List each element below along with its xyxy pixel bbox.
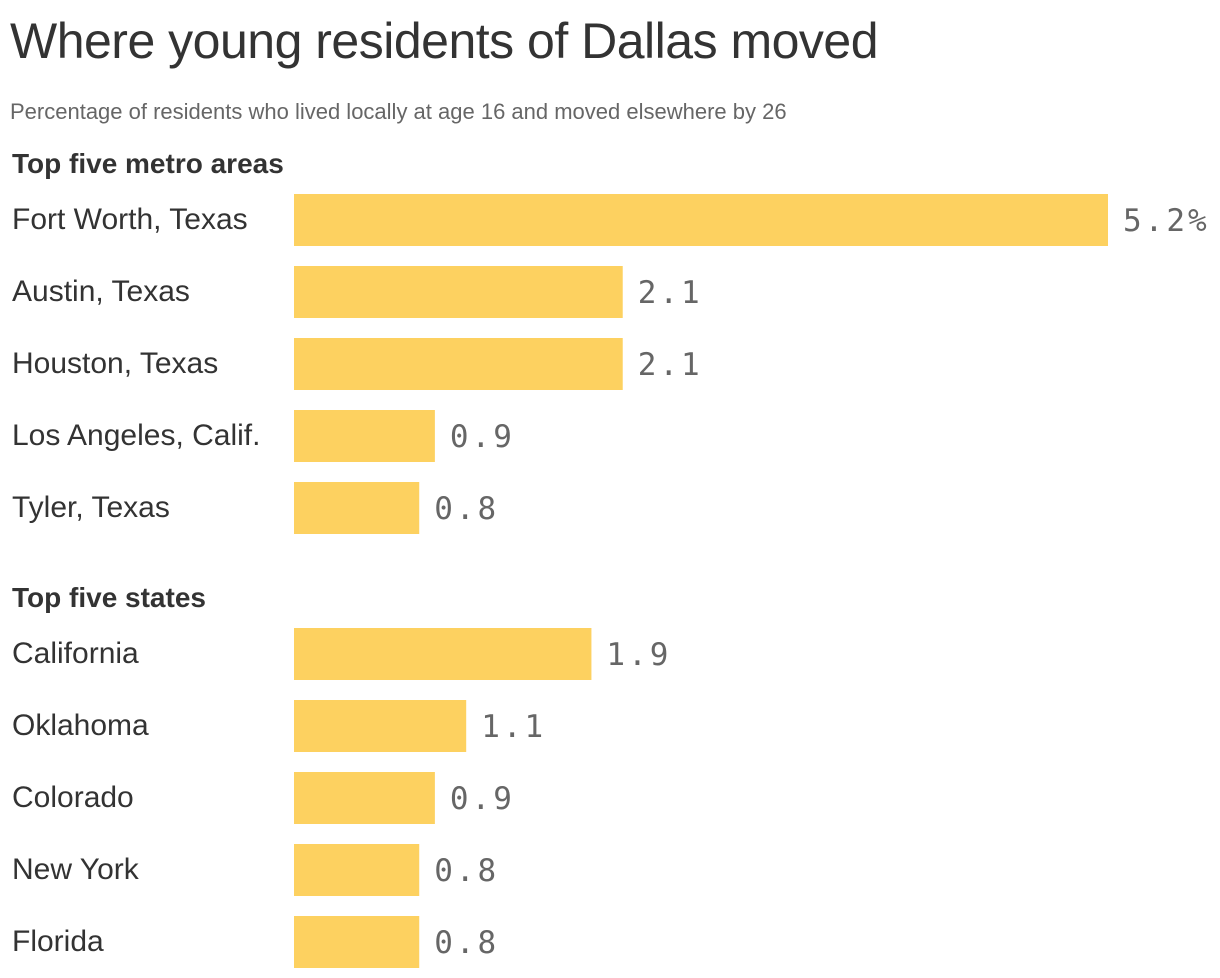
category-label: Oklahoma [12, 709, 149, 742]
value-label: 5.2% [1123, 203, 1210, 239]
category-label: California [12, 637, 139, 670]
category-label: New York [12, 853, 140, 886]
value-label: 0.8 [434, 491, 499, 527]
category-label: Los Angeles, Calif. [12, 419, 260, 452]
section-title-states: Top five states [12, 582, 206, 613]
bar [294, 844, 420, 896]
bar [294, 266, 623, 318]
value-label: 1.1 [481, 709, 546, 745]
category-label: Houston, Texas [12, 347, 218, 380]
section-title-metro-areas: Top five metro areas [12, 148, 284, 179]
bar [294, 628, 592, 680]
bar [294, 916, 420, 968]
value-label: 2.1 [638, 275, 703, 311]
bar [294, 700, 467, 752]
bar [294, 410, 435, 462]
value-label: 1.9 [606, 637, 671, 673]
category-label: Tyler, Texas [12, 491, 170, 524]
category-label: Florida [12, 925, 104, 958]
category-label: Fort Worth, Texas [12, 203, 248, 236]
bar [294, 194, 1108, 246]
value-label: 0.9 [450, 419, 515, 455]
value-label: 0.8 [434, 925, 499, 961]
value-label: 0.8 [434, 853, 499, 889]
category-label: Colorado [12, 781, 134, 814]
category-label: Austin, Texas [12, 275, 190, 308]
chart-title: Where young residents of Dallas moved [10, 13, 879, 69]
bar [294, 772, 435, 824]
chart-subtitle: Percentage of residents who lived locall… [10, 99, 787, 124]
value-label: 2.1 [638, 347, 703, 383]
bar [294, 338, 623, 390]
bar [294, 482, 420, 534]
value-label: 0.9 [450, 781, 515, 817]
